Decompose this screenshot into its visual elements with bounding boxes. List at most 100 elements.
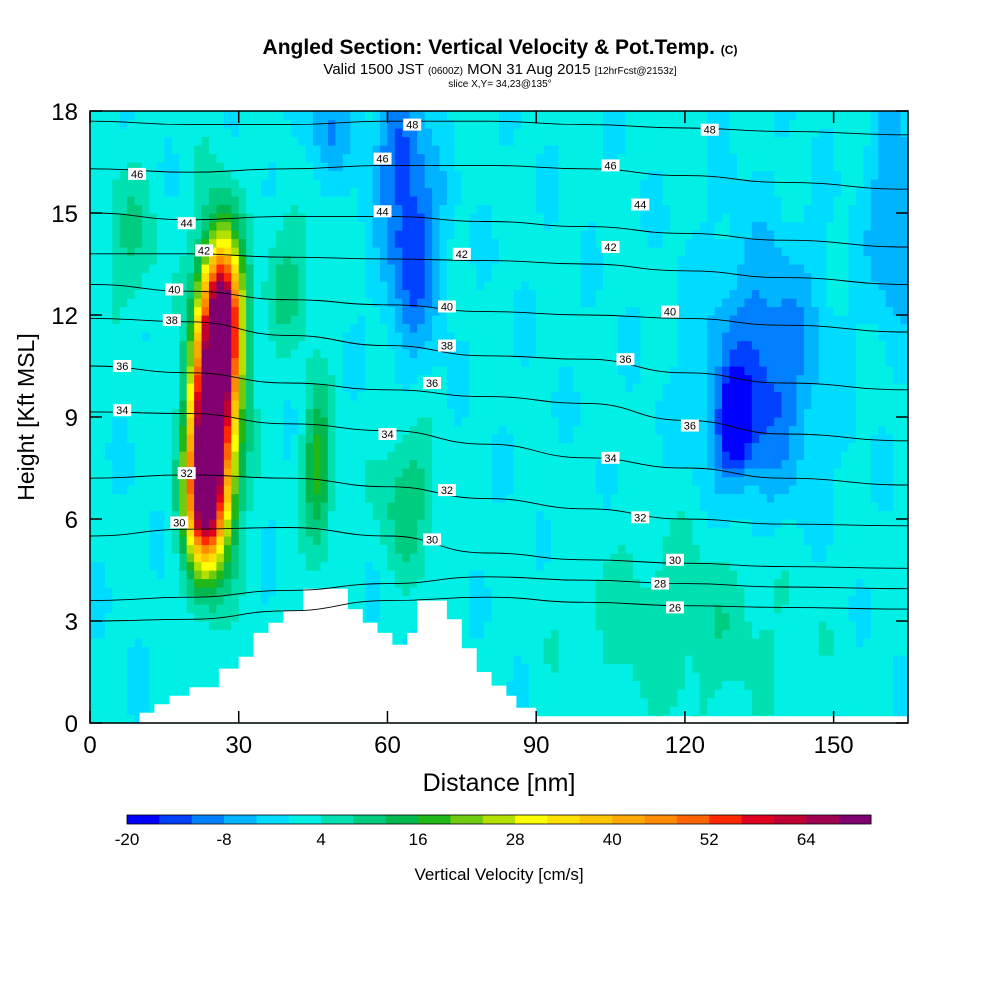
field-cell [476, 646, 485, 656]
field-cell [290, 587, 299, 597]
field-cell [402, 604, 411, 614]
field-cell [372, 485, 381, 495]
field-cell [327, 340, 336, 350]
field-cell [855, 680, 864, 690]
field-cell [506, 476, 515, 486]
field-cell [893, 408, 902, 418]
field-cell [342, 340, 351, 350]
field-cell [625, 706, 634, 716]
field-cell [327, 451, 336, 461]
field-cell [97, 493, 106, 503]
field-cell [506, 485, 515, 495]
field-cell [766, 595, 775, 605]
field-cell [90, 587, 99, 597]
field-cell [900, 366, 909, 376]
field-cell [759, 468, 768, 478]
field-cell [595, 442, 604, 452]
field-cell [216, 519, 225, 529]
field-cell [625, 493, 634, 503]
field-cell [610, 417, 619, 427]
field-cell [893, 706, 902, 716]
field-cell [699, 680, 708, 690]
field-cell [744, 451, 753, 461]
field-cell [127, 527, 136, 537]
field-cell [766, 493, 775, 503]
field-cell [216, 357, 225, 367]
field-cell [885, 340, 894, 350]
field-cell [617, 553, 627, 563]
field-cell [283, 493, 292, 503]
field-cell [506, 553, 515, 563]
field-cell [722, 621, 731, 631]
field-cell [781, 646, 790, 656]
field-cell [387, 485, 396, 495]
field-cell [536, 655, 545, 665]
field-cell [357, 451, 366, 461]
field-cell [484, 383, 493, 393]
field-cell [246, 604, 255, 614]
field-cell [818, 400, 827, 410]
field-cell [156, 570, 165, 580]
field-cell [290, 459, 299, 469]
field-cell [640, 587, 649, 597]
field-cell [142, 493, 151, 503]
field-cell [90, 604, 99, 614]
field-cell [461, 578, 470, 588]
field-cell [565, 451, 574, 461]
field-cell [699, 485, 708, 495]
field-cell [699, 587, 708, 597]
field-cell [119, 374, 128, 384]
field-cell [811, 621, 820, 631]
field-cell [461, 612, 470, 622]
field-cell [387, 510, 396, 520]
field-cell [610, 502, 619, 512]
field-cell [707, 527, 716, 537]
field-cell [134, 646, 143, 656]
field-cell [870, 536, 879, 546]
field-cell [134, 553, 143, 563]
field-cell [744, 383, 753, 393]
field-cell [595, 459, 604, 469]
field-cell [670, 451, 679, 461]
field-cell [863, 672, 872, 682]
field-cell [536, 451, 545, 461]
field-cell [253, 434, 262, 444]
field-cell [194, 578, 203, 588]
field-cell [149, 646, 158, 656]
field-cell [818, 408, 827, 418]
field-cell [729, 646, 738, 656]
field-cell [313, 434, 322, 444]
field-cell [900, 689, 909, 699]
field-cell [171, 680, 180, 690]
field-cell [387, 417, 396, 427]
field-cell [97, 383, 106, 393]
field-cell [900, 408, 909, 418]
field-cell [491, 442, 500, 452]
field-cell [194, 621, 203, 631]
field-cell [900, 604, 909, 614]
field-cell [565, 536, 574, 546]
field-cell [305, 502, 314, 512]
field-cell [722, 374, 731, 384]
field-cell [357, 493, 366, 503]
field-cell [670, 689, 679, 699]
field-cell [722, 485, 731, 495]
field-cell [781, 493, 790, 503]
field-cell [439, 510, 448, 520]
field-cell [528, 468, 537, 478]
field-cell [127, 391, 136, 401]
field-cell [104, 578, 113, 588]
field-cell [818, 578, 827, 588]
field-cell [484, 553, 493, 563]
field-cell [707, 655, 716, 665]
field-cell [565, 434, 574, 444]
field-cell [543, 451, 552, 461]
field-cell [536, 527, 545, 537]
field-cell [855, 570, 864, 580]
field-cell [722, 383, 731, 393]
field-cell [803, 706, 812, 716]
field-cell [112, 502, 121, 512]
field-cell [476, 519, 485, 529]
field-cell [499, 502, 508, 512]
